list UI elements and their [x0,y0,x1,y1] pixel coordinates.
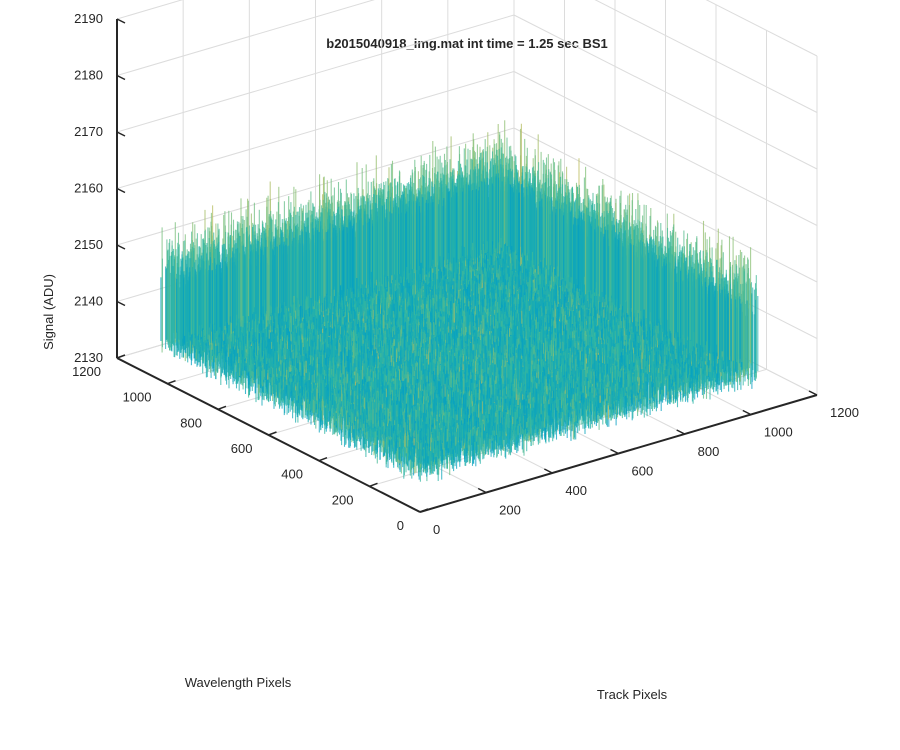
grid-line-right-z [513,14,818,170]
surface-plot [160,120,759,482]
grid-line-right-z [513,71,818,226]
chart-title: b2015040918_img.mat int time = 1.25 sec … [326,36,607,51]
grid-line-back-z [116,14,515,133]
grid-line-right-z [513,127,818,283]
grid-line-right-z [705,0,818,57]
grid-line-back-z [116,127,515,246]
grid-line-back-z [116,0,375,76]
grid-line-back-z [116,71,515,189]
grid-line-right-z [594,0,818,113]
